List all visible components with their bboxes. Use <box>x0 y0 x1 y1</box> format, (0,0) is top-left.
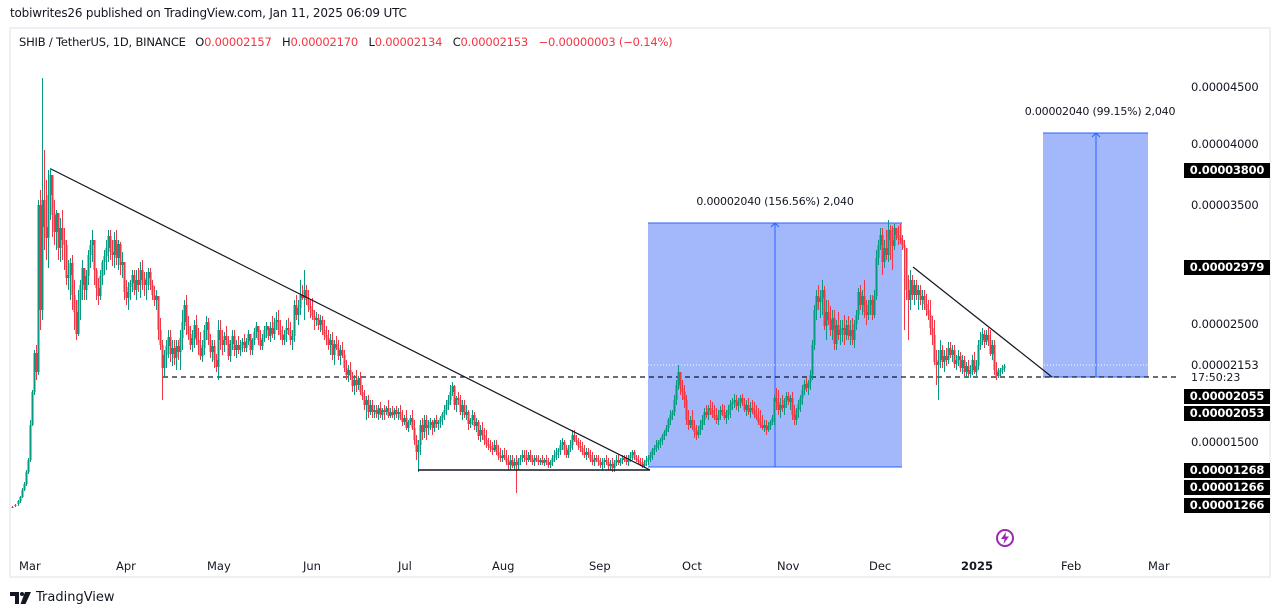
measure-box-1[interactable] <box>648 222 902 468</box>
symbol-name[interactable]: SHIB / TetherUS, 1D, BINANCE <box>19 35 186 49</box>
lightning-event-icon[interactable] <box>996 529 1014 547</box>
price-level-tag[interactable]: 0.00003800 <box>1184 163 1270 178</box>
time-tick-label: Feb <box>1061 559 1082 573</box>
symbol-legend: SHIB / TetherUS, 1D, BINANCE O0.00002157… <box>19 35 673 49</box>
tradingview-brand-text: TradingView <box>36 590 115 605</box>
time-tick-label: Mar <box>19 559 41 573</box>
time-tick-label: Apr <box>116 559 136 573</box>
time-tick-label: Nov <box>777 559 800 573</box>
price-tick-label: 0.00002500 <box>1191 317 1259 331</box>
bar-close-countdown: 17:50:23 <box>1191 371 1241 384</box>
price-tick-label: 0.00004500 <box>1191 80 1259 94</box>
lightning-bolt-glyph <box>1001 532 1009 544</box>
high-key: H <box>282 35 291 49</box>
price-level-tag[interactable]: 0.00001268 <box>1184 463 1270 478</box>
time-tick-label: Sep <box>589 559 611 573</box>
time-tick-label: Oct <box>682 559 702 573</box>
measure-1-label: 0.00002040 (156.56%) 2,040 <box>696 195 854 208</box>
measure-box-2[interactable] <box>1043 132 1148 378</box>
low-key: L <box>368 35 375 49</box>
low-value: 0.00002134 <box>374 35 443 49</box>
price-level-tag[interactable]: 0.00002053 <box>1184 406 1270 421</box>
price-tick-label: 0.00004000 <box>1191 137 1259 151</box>
time-tick-label: Mar <box>1148 559 1170 573</box>
time-tick-label: Dec <box>869 559 892 573</box>
price-level-tag[interactable]: 0.00002055 <box>1184 389 1270 404</box>
measure-2-label: 0.00002040 (99.15%) 2,040 <box>1024 105 1176 118</box>
close-value: 0.00002153 <box>460 35 529 49</box>
high-value: 0.00002170 <box>290 35 359 49</box>
price-level-tag[interactable]: 0.00001266 <box>1184 498 1270 513</box>
price-tick-label: 0.00001500 <box>1191 435 1259 449</box>
time-tick-label: Jun <box>303 559 321 573</box>
time-tick-label: 2025 <box>961 559 994 573</box>
candlestick-series <box>11 78 1006 508</box>
triangle-upper-trendline[interactable] <box>50 168 651 471</box>
tradingview-logo-icon <box>10 591 31 604</box>
footer-brand[interactable]: TradingView <box>10 590 115 605</box>
price-level-tag[interactable]: 0.00001266 <box>1184 480 1270 495</box>
price-tick-label: 0.00003500 <box>1191 198 1259 212</box>
open-value: 0.00002157 <box>204 35 272 49</box>
time-tick-label: May <box>207 559 231 573</box>
change-value: −0.00000003 (−0.14%) <box>538 35 673 49</box>
time-tick-label: Aug <box>492 559 515 573</box>
publish-line: tobiwrites26 published on TradingView.co… <box>10 6 407 20</box>
descending-resistance-trendline[interactable] <box>912 266 1053 378</box>
open-key: O <box>195 35 205 49</box>
current-price-label: 0.00002153 <box>1191 358 1259 372</box>
time-tick-label: Jul <box>398 559 412 573</box>
price-level-tag[interactable]: 0.00002979 <box>1184 260 1270 275</box>
close-key: C <box>452 35 461 49</box>
